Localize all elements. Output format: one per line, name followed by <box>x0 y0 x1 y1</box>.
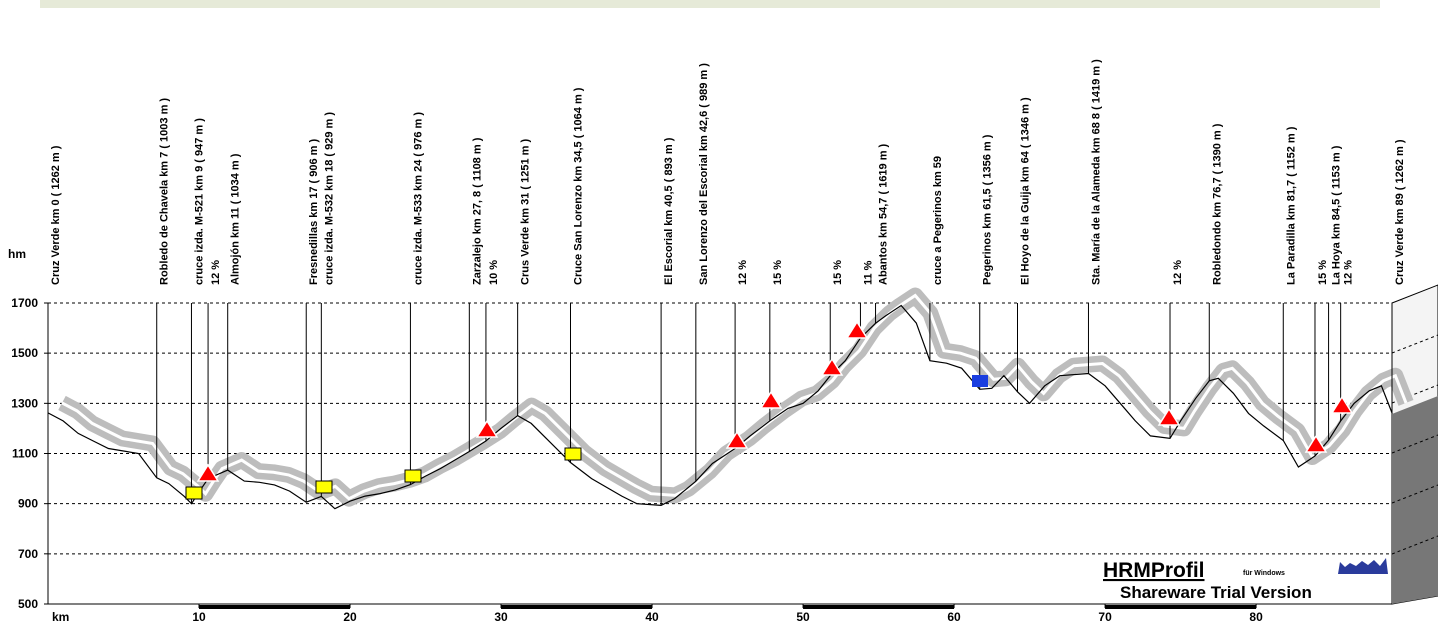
waypoint-label: Fresnedillas km 17 ( 906 m ) <box>308 139 320 285</box>
waypoint-label: La Paradilla km 81,7 ( 1152 m ) <box>1285 126 1297 285</box>
waypoint-label: 15 % <box>1317 260 1329 285</box>
logo-subtitle: für Windows <box>1243 570 1285 577</box>
waypoint-label: cruce izda. M-521 km 9 ( 947 m ) <box>193 118 205 285</box>
waypoint-label: Robledondo km 76,7 ( 1390 m ) <box>1211 123 1223 285</box>
waypoint-label: 11 % <box>862 260 874 285</box>
y-tick-label: 1700 <box>11 296 38 310</box>
profile-shadow <box>58 287 1414 507</box>
waypoint-label: 15 % <box>832 260 844 285</box>
waypoint-label: El Escorial km 40,5 ( 893 m ) <box>663 137 675 285</box>
waypoint-label: Cruz Verde km 89 ( 1262 m ) <box>1394 139 1406 285</box>
waypoint-label: Abantos km 54,7 ( 1619 m ) <box>878 143 890 285</box>
y-tick-label: 1500 <box>11 346 38 360</box>
waypoint-label: cruce izda. M-532 km 18 ( 929 m ) <box>323 112 335 285</box>
x-tick-label: 70 <box>1098 610 1112 624</box>
waypoint-label: 10 % <box>488 260 500 285</box>
waypoint-label: La Hoya km 84,5 ( 1153 m ) <box>1331 145 1343 285</box>
waypoint-label: El Hoyo de la Guija km 64 ( 1346 m ) <box>1019 97 1031 285</box>
waypoint-label: Cruz Verde km 0 ( 1262 m ) <box>50 145 62 285</box>
logo-notice: Shareware Trial Version <box>1120 583 1312 602</box>
waypoint-label: 12 % <box>737 260 749 285</box>
axis-band <box>803 605 955 609</box>
waypoint-label: 15 % <box>772 260 784 285</box>
waypoint-label: Pegerinos km 61,5 ( 1356 m ) <box>982 134 994 285</box>
x-tick-label: 50 <box>796 610 810 624</box>
y-tick-label: 500 <box>18 597 38 611</box>
x-axis-label: km <box>52 610 69 624</box>
map-strip <box>40 0 1380 8</box>
x-tick-label: 60 <box>947 610 961 624</box>
y-tick-label: 700 <box>18 547 38 561</box>
y-axis-label: hm <box>8 247 26 261</box>
x-tick-label: 10 <box>192 610 206 624</box>
x-tick-label: 30 <box>494 610 508 624</box>
waypoint-label: cruce a Pegerinos km 59 <box>932 156 944 285</box>
axis-band <box>199 605 351 609</box>
x-tick-label: 80 <box>1249 610 1263 624</box>
icon-blue <box>972 375 988 387</box>
waypoint-label: 12 % <box>1172 260 1184 285</box>
y-tick-label: 900 <box>18 497 38 511</box>
axis-band <box>1105 605 1257 609</box>
waypoint-label: Robledo de Chavela km 7 ( 1003 m ) <box>159 98 171 285</box>
waypoint-label: 12 % <box>1343 260 1355 285</box>
axis-band <box>501 605 653 609</box>
logo: HRMProfil für Windows Shareware Trial Ve… <box>1100 555 1390 603</box>
waypoint-label: Zarzalejo km 27, 8 ( 1108 m ) <box>471 137 483 285</box>
y-tick-label: 1100 <box>12 447 38 461</box>
waypoint-label: 12 % <box>210 260 222 285</box>
waypoint-label: Cruce San Lorenzo km 34,5 ( 1064 m ) <box>572 87 584 285</box>
icons <box>185 320 1354 500</box>
waypoint-label: Almojón km 11 ( 1034 m ) <box>230 153 242 285</box>
x-tick-label: 20 <box>343 610 357 624</box>
waypoint-label: Sta. María de la Alameda km 68 8 ( 1419 … <box>1090 59 1102 285</box>
profile-line <box>47 304 1393 510</box>
waypoint-label: Crus Verde km 31 ( 1251 m ) <box>520 139 532 285</box>
x-tick-label: 40 <box>645 610 659 624</box>
y-tick-label: 1300 <box>11 396 38 410</box>
logo-title: HRMProfil <box>1103 559 1205 582</box>
waypoint-label: cruce izda. M-533 km 24 ( 976 m ) <box>412 112 424 285</box>
waypoint-label: San Lorenzo del Escorial km 42,6 ( 989 m… <box>698 63 710 285</box>
